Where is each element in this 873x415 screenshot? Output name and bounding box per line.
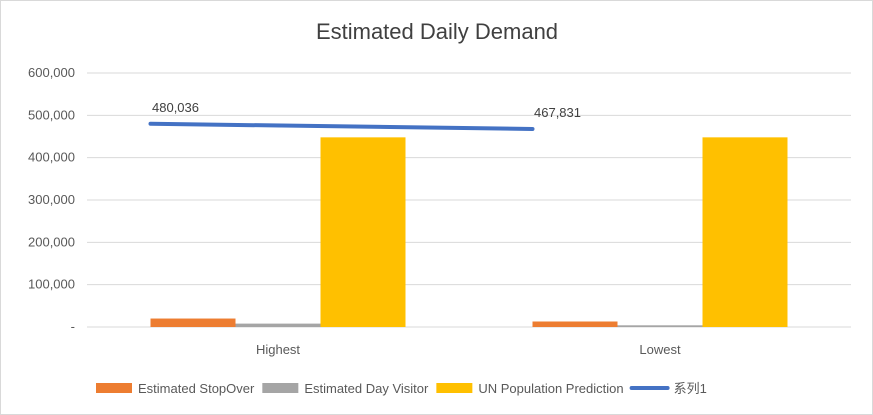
bar-estimated-day-visitor — [235, 323, 321, 327]
y-axis-ticks: - 100,000 200,000 300,000 400,000 500,000 600,… — [28, 65, 75, 334]
chart-title: Estimated Daily Demand — [316, 19, 558, 44]
x-axis-categories: Highest Lowest — [256, 342, 681, 357]
category-label: Lowest — [639, 342, 681, 357]
legend-label: Estimated StopOver — [138, 381, 255, 396]
bar-un-population-prediction — [702, 137, 788, 327]
bar-estimated-stopover — [150, 318, 236, 327]
legend-swatch — [96, 383, 132, 393]
legend-swatch — [436, 383, 473, 393]
line-series-path — [148, 121, 535, 131]
bars — [150, 137, 788, 327]
y-tick-label: 600,000 — [28, 65, 75, 80]
line-series: 480,036 467,831 — [148, 100, 581, 131]
bar-estimated-stopover — [532, 321, 618, 327]
legend: Estimated StopOver Estimated Day Visitor U… — [96, 381, 707, 396]
y-tick-label: 400,000 — [28, 150, 75, 165]
data-label: 467,831 — [534, 105, 581, 120]
bar-un-population-prediction — [320, 137, 406, 327]
legend-label: Estimated Day Visitor — [304, 381, 429, 396]
y-tick-label: 500,000 — [28, 107, 75, 122]
legend-label: 系列1 — [674, 381, 707, 396]
y-tick-label: 200,000 — [28, 234, 75, 249]
legend-label: UN Population Prediction — [478, 381, 623, 396]
gridlines — [87, 72, 851, 328]
y-tick-label: 100,000 — [28, 277, 75, 292]
category-label: Highest — [256, 342, 300, 357]
bar-estimated-day-visitor — [617, 325, 703, 327]
y-tick-label: - — [71, 319, 75, 334]
data-label: 480,036 — [152, 100, 199, 115]
legend-swatch — [262, 383, 299, 393]
y-tick-label: 300,000 — [28, 192, 75, 207]
